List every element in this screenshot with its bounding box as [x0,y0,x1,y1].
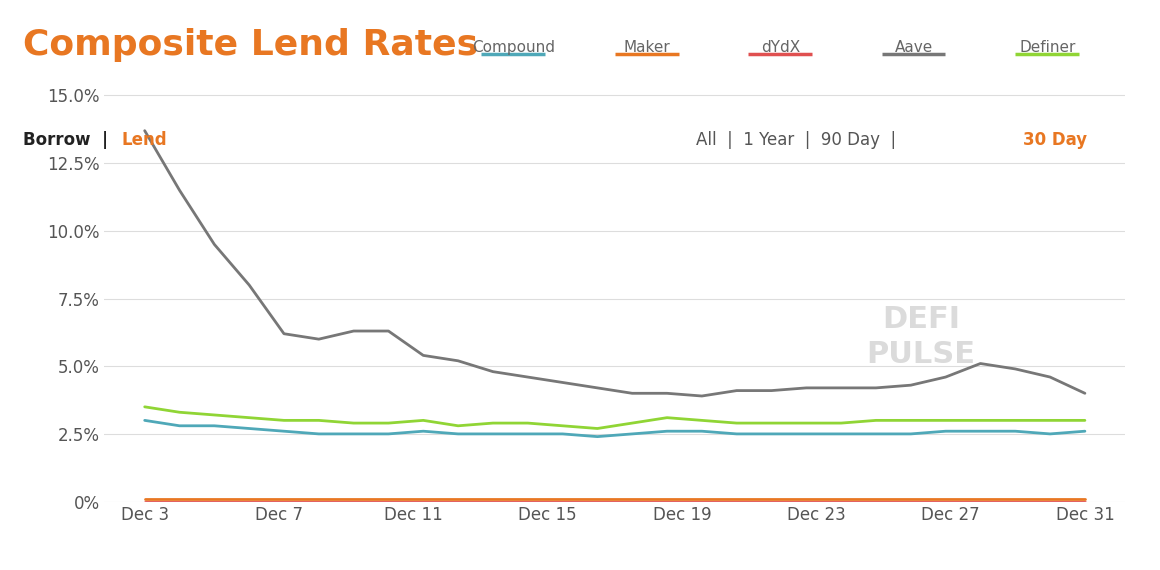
Text: Definer: Definer [1020,40,1075,55]
Text: Compound: Compound [472,40,556,55]
Text: 30 Day: 30 Day [1023,131,1087,149]
Text: All  |  1 Year  |  90 Day  |: All | 1 Year | 90 Day | [696,131,907,149]
Text: Maker: Maker [624,40,670,55]
Text: Borrow  |: Borrow | [23,131,119,149]
Text: dYdX: dYdX [761,40,800,55]
Text: DEFI
PULSE: DEFI PULSE [867,304,976,369]
Text: Composite Lend Rates: Composite Lend Rates [23,28,478,63]
Text: Aave: Aave [896,40,933,55]
Text: Lend: Lend [122,131,167,149]
